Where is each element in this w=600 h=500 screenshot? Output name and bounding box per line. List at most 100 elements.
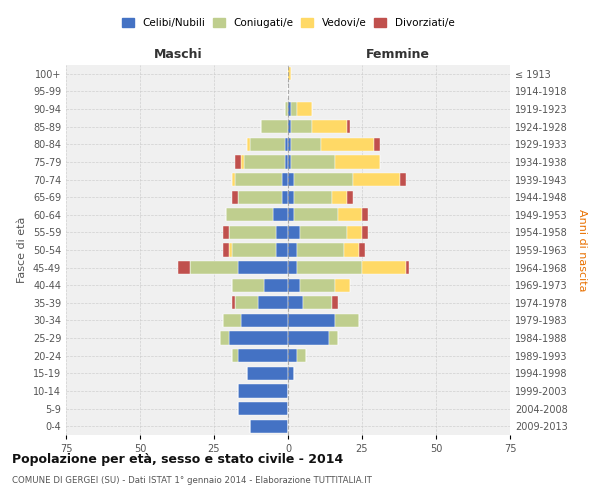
Bar [232,190,238,204]
Bar [347,120,350,134]
Bar [332,190,347,204]
Bar [247,138,250,151]
Bar [229,332,288,344]
Bar [288,67,291,80]
Bar [282,190,288,204]
Bar [294,208,338,222]
Bar [294,173,353,186]
Bar [220,332,229,344]
Bar [238,349,288,362]
Bar [238,190,282,204]
Bar [232,244,276,256]
Bar [241,156,244,168]
Bar [406,261,409,274]
Bar [335,156,380,168]
Text: COMUNE DI GERGEI (SU) - Dati ISTAT 1° gennaio 2014 - Elaborazione TUTTITALIA.IT: COMUNE DI GERGEI (SU) - Dati ISTAT 1° ge… [12,476,372,485]
Bar [338,208,362,222]
Bar [232,173,235,186]
Bar [238,402,288,415]
Bar [288,366,294,380]
Bar [362,226,368,239]
Bar [297,349,306,362]
Bar [291,138,320,151]
Bar [297,102,311,116]
Bar [262,120,288,134]
Bar [288,226,300,239]
Bar [223,226,229,239]
Bar [259,296,288,310]
Bar [288,332,329,344]
Bar [400,173,406,186]
Legend: Celibi/Nubili, Coniugati/e, Vedovi/e, Divorziati/e: Celibi/Nubili, Coniugati/e, Vedovi/e, Di… [119,14,457,31]
Bar [288,208,294,222]
Bar [276,244,288,256]
Bar [297,244,344,256]
Bar [235,173,282,186]
Bar [244,156,285,168]
Bar [288,156,291,168]
Bar [247,366,288,380]
Bar [335,314,359,327]
Bar [288,278,300,292]
Bar [288,314,335,327]
Bar [178,261,190,274]
Bar [288,244,297,256]
Bar [250,138,285,151]
Bar [288,173,294,186]
Bar [229,244,232,256]
Text: Popolazione per età, sesso e stato civile - 2014: Popolazione per età, sesso e stato civil… [12,452,343,466]
Bar [294,190,332,204]
Bar [288,138,291,151]
Bar [235,296,259,310]
Text: Femmine: Femmine [365,48,430,62]
Bar [297,261,362,274]
Bar [344,244,359,256]
Bar [223,244,229,256]
Bar [288,190,294,204]
Bar [229,226,276,239]
Bar [362,208,368,222]
Bar [288,296,303,310]
Bar [362,261,406,274]
Bar [288,102,291,116]
Bar [285,138,288,151]
Bar [226,208,273,222]
Bar [359,244,365,256]
Bar [303,296,332,310]
Bar [285,156,288,168]
Bar [282,173,288,186]
Bar [291,156,335,168]
Bar [291,120,311,134]
Bar [291,102,297,116]
Bar [347,190,353,204]
Bar [276,226,288,239]
Bar [223,314,241,327]
Y-axis label: Fasce di età: Fasce di età [17,217,27,283]
Bar [374,138,380,151]
Bar [288,120,291,134]
Bar [265,278,288,292]
Bar [238,384,288,398]
Bar [320,138,374,151]
Bar [288,349,297,362]
Bar [250,420,288,433]
Bar [232,278,265,292]
Bar [329,332,338,344]
Bar [238,261,288,274]
Y-axis label: Anni di nascita: Anni di nascita [577,209,587,291]
Bar [300,278,335,292]
Bar [335,278,350,292]
Bar [311,120,347,134]
Bar [332,296,338,310]
Bar [285,102,288,116]
Bar [300,226,347,239]
Bar [190,261,238,274]
Bar [232,349,238,362]
Bar [288,261,297,274]
Bar [347,226,362,239]
Bar [235,156,241,168]
Bar [273,208,288,222]
Bar [232,296,235,310]
Bar [353,173,400,186]
Text: Maschi: Maschi [154,48,203,62]
